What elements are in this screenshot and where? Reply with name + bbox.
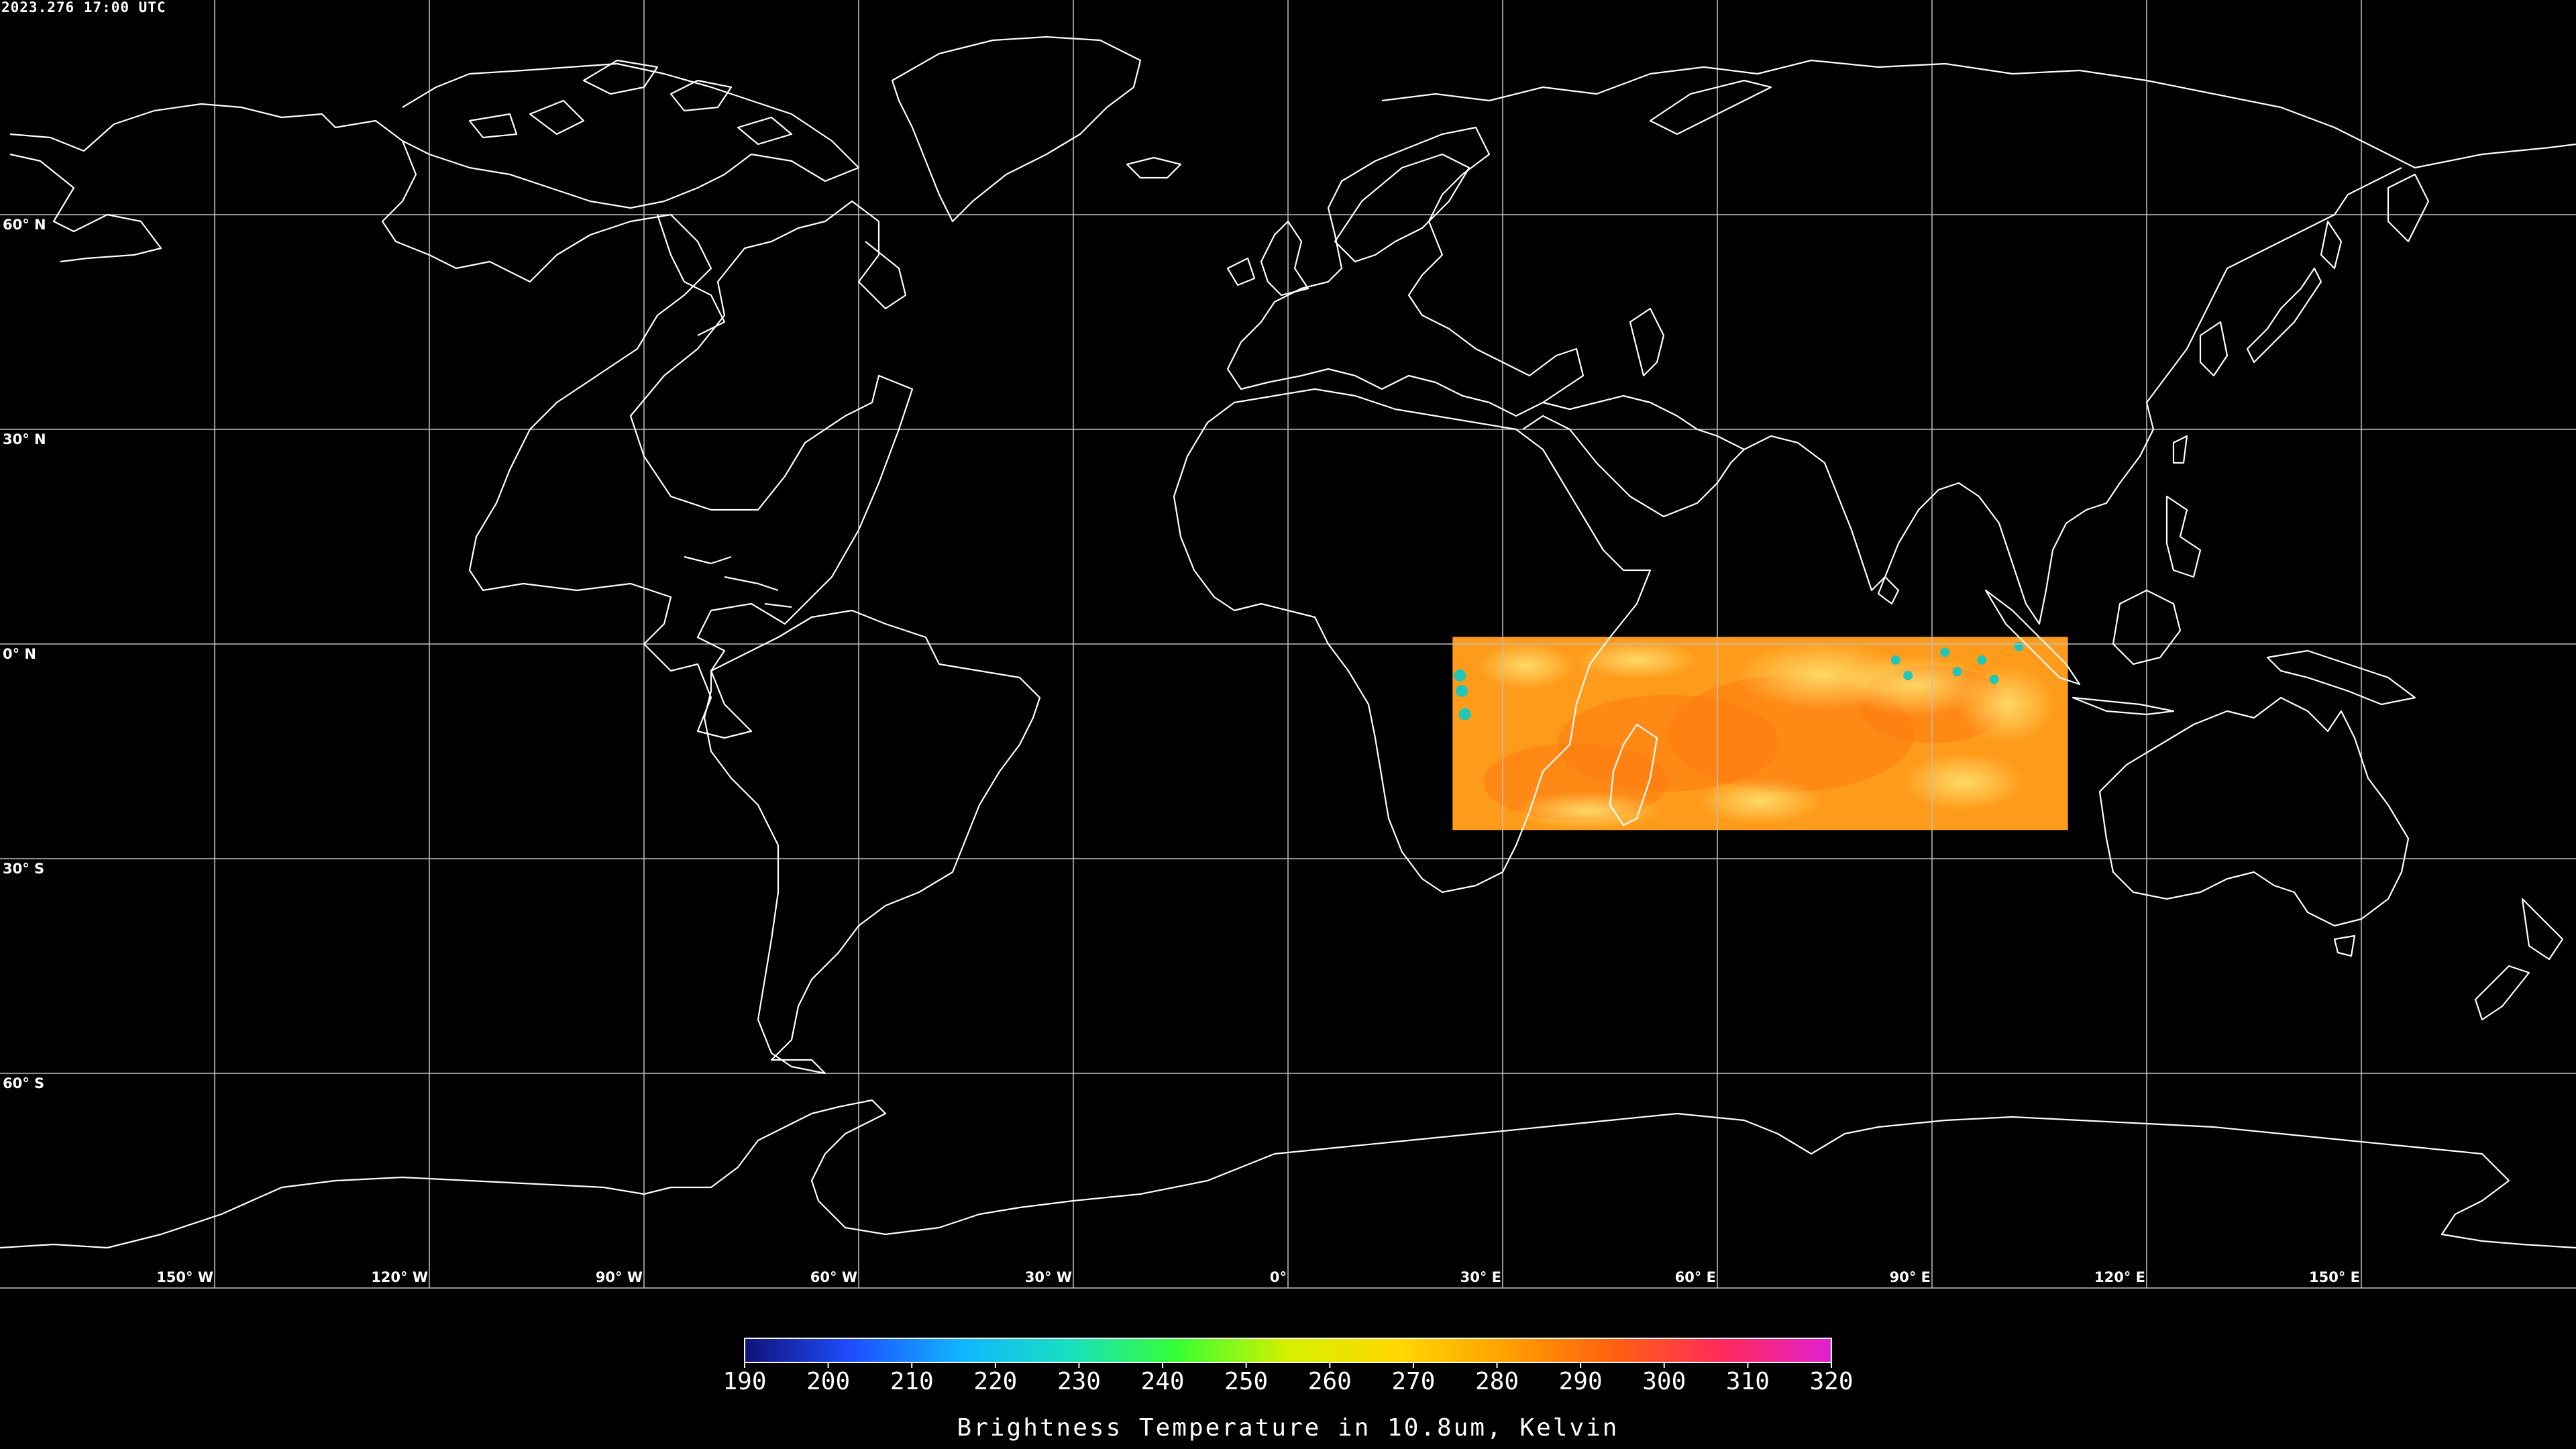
data-field-cold-cloud [1952,667,1962,677]
coastlines [0,36,2576,1249]
brightness-temperature-field [1452,637,2068,830]
coastline-korea [2199,321,2229,377]
colorbar-tick-label: 310 [1726,1368,1770,1395]
longitude-label: 120° E [2094,1269,2145,1285]
longitude-label: 90° E [1890,1269,1931,1285]
longitude-label: 60° W [810,1269,857,1285]
data-field-cold-cloud [1977,655,1987,665]
coastline-alaska [9,153,162,263]
longitude-label: 150° W [156,1269,213,1285]
colorbar-tick-label: 230 [1057,1368,1101,1395]
colorbar-caption: Brightness Temperature in 10.8um, Kelvin [957,1414,1619,1442]
coastline-madagascar [1609,723,1658,826]
coastline-scandinavia [1334,153,1470,263]
longitude-label: 120° W [371,1269,428,1285]
data-field-cold-cloud [2014,641,2024,651]
colorbar-ramp [744,1338,1832,1363]
coastline-philippines [2165,495,2202,578]
data-field-cold-cloud [1940,647,1950,657]
latitude-label: 30° S [3,861,44,877]
colorbar-ticks: 190 200 210 220 230 240 250 260 270 280 290 300 310 3… [722,1362,1854,1395]
coastline-arctic-islands [468,59,793,146]
colorbar-tick-label: 290 [1559,1368,1603,1395]
coastline-sumatra [1984,589,2081,686]
coastline-taiwan [2172,435,2188,464]
data-field-cold-cloud [1989,674,1999,684]
latitude-label: 30° N [3,431,46,447]
latitude-label: 60° N [3,217,46,233]
data-field-cloud [1477,642,1576,690]
coastline-japan [2246,267,2322,364]
colorbar-tick-label: 270 [1391,1368,1435,1395]
longitude-label: 30° W [1025,1269,1072,1285]
coastline-africa [1173,388,1652,894]
coastline-south-america [703,609,1041,1075]
coastline-borneo [2112,589,2182,665]
longitude-label: 0° [1270,1269,1287,1285]
coastline-australia [2098,696,2410,927]
data-field-cloud [1957,665,2056,743]
coastline-hudson-bay [656,214,726,336]
graticule [0,0,2576,1289]
longitude-label: 60° E [1675,1269,1716,1285]
colorbar-tick-label: 320 [1809,1368,1853,1395]
coastline-greenland [891,36,1142,223]
longitude-label: 30° E [1460,1269,1501,1285]
coastline-north-america [9,103,914,739]
colorbar: 190 200 210 220 230 240 250 260 270 280 290 300 310 3… [722,1338,1854,1395]
coastline-asia-south [1743,167,2402,625]
latitude-labels: 60° N 30° N 0° N 30° S 60° S [3,217,46,1091]
coastline-tasmania [2333,934,2356,957]
colorbar-tick-label: 220 [973,1368,1017,1395]
coastline-britain [1226,220,1309,297]
coastline-arabia [1522,394,1746,518]
timestamp: 2023.276 17:00 UTC [1,0,166,15]
data-field-cloud [1699,777,1822,824]
latitude-label: 0° N [3,646,36,662]
latitude-label: 60° S [3,1075,44,1091]
colorbar-tick-label: 250 [1224,1368,1268,1395]
coastline-new-zealand [2474,898,2564,1021]
colorbar-tick-label: 190 [722,1368,766,1395]
longitude-labels: 150° W 120° W 90° W 60° W 30° W 0° 30° E 60° E 9… [156,1269,2360,1285]
colorbar-tick-label: 300 [1642,1368,1686,1395]
coastline-sakhalin [2320,220,2343,270]
longitude-label: 150° E [2309,1269,2360,1285]
colorbar-tick-label: 210 [890,1368,934,1395]
coastline-iceland [1126,156,1182,179]
coastline-sri-lanka [1877,576,1900,605]
coastline-java [2072,696,2175,716]
longitude-label: 90° W [596,1269,643,1285]
colorbar-tick-label: 260 [1308,1368,1352,1395]
colorbar-tick-label: 240 [1141,1368,1185,1395]
colorbar-tick-label: 200 [806,1368,850,1395]
data-field-cloud [1575,641,1699,680]
data-field-cloud [1901,753,2025,811]
coastline-canadian-arctic [402,62,860,209]
coastline-caspian [1629,307,1665,377]
data-field-cold-cloud [1903,670,1913,680]
data-field-cloud [1840,654,1988,716]
colorbar-tick-label: 280 [1475,1368,1519,1395]
data-field-cold-cloud [1456,684,1468,697]
coastline-kamchatka [2387,173,2430,243]
data-field-cloud [1514,791,1662,830]
data-field-cold-cloud [1454,669,1466,682]
coastline-arctic-russia [1381,59,2576,169]
coastline-antarctica [0,1099,2576,1249]
coastline-europe [1226,126,1585,417]
data-field-cold-cloud [1458,708,1471,720]
coastline-new-guinea [2266,649,2416,706]
coastline-novaya-zemlya [1649,79,1772,136]
data-field-cold-cloud [1890,655,1900,665]
coastline-caribbean [684,555,792,608]
